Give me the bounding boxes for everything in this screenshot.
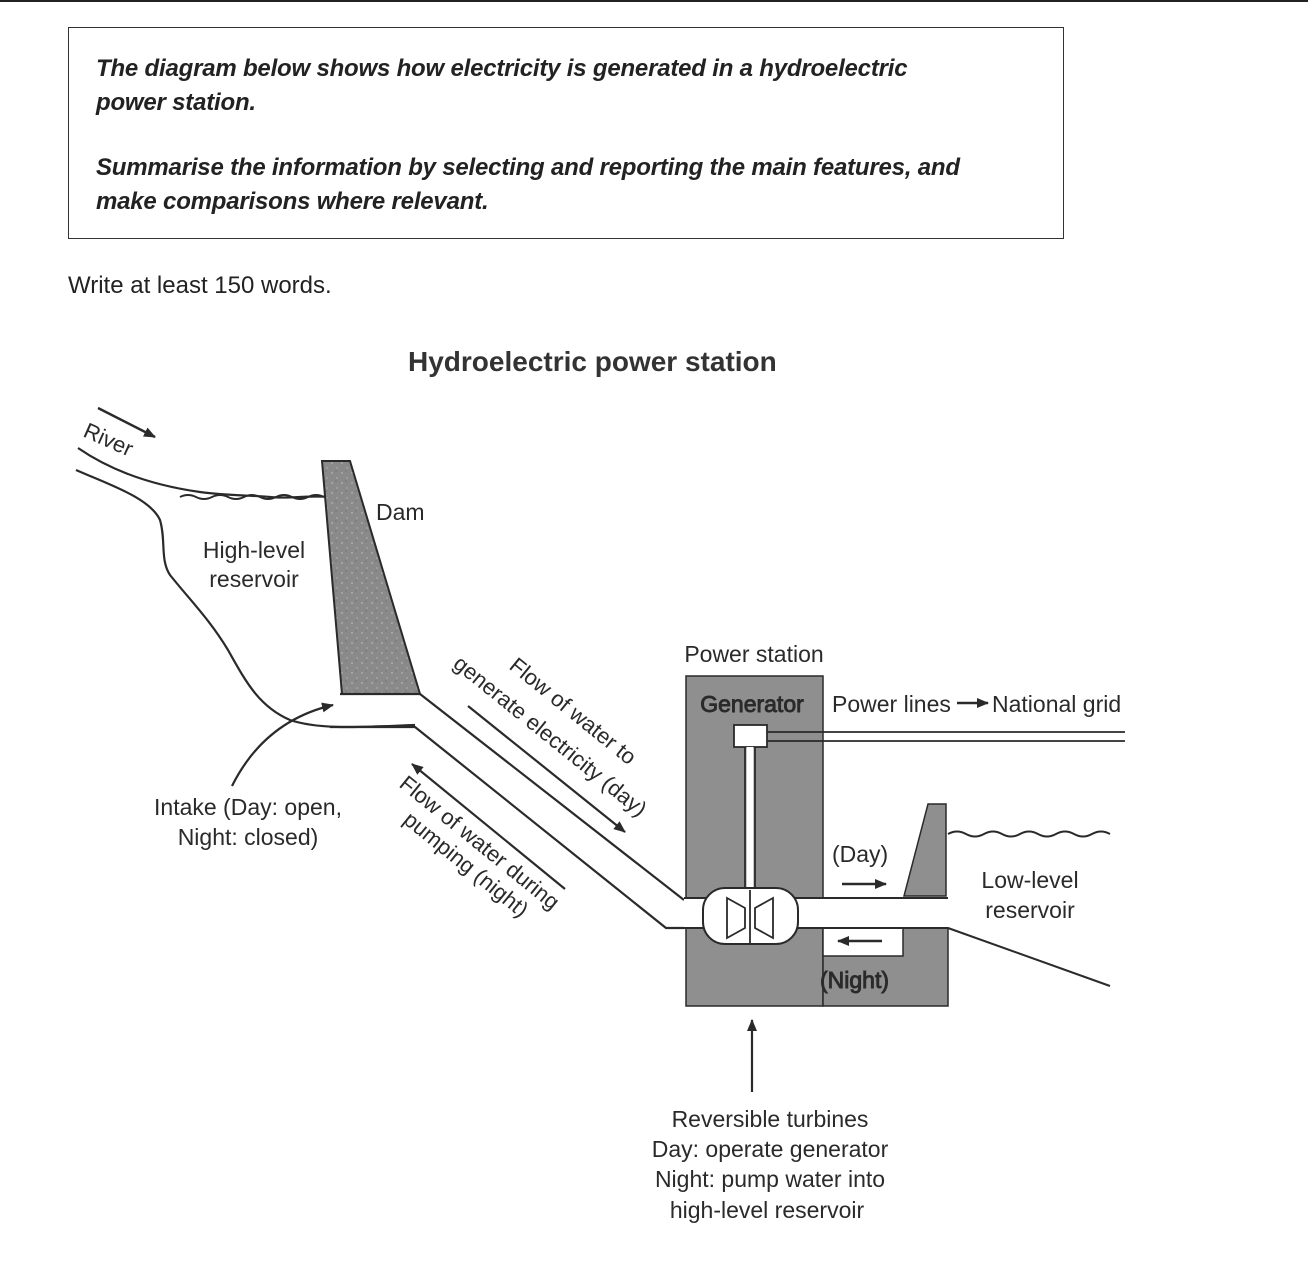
turbines-label-3: Night: pump water into [655, 1166, 885, 1192]
penstock-lower-wall [330, 725, 684, 930]
turbines-label-2: Day: operate generator [652, 1136, 889, 1162]
high-reservoir-label-2: reservoir [209, 566, 299, 592]
turbines-label-4: high-level reservoir [670, 1197, 865, 1223]
day-label: (Day) [832, 841, 888, 867]
intake-label-2: Night: closed) [178, 824, 319, 850]
top-rule [0, 0, 1308, 2]
river-direction-arrow [97, 406, 156, 439]
flow-day-arrow [467, 705, 626, 833]
penstock-upper-wall [340, 692, 685, 901]
low-reservoir-bed [947, 927, 1111, 987]
word-count-instruction: Write at least 150 words. [68, 272, 332, 299]
task-summary-line-1: Summarise the information by selecting a… [96, 154, 960, 181]
low-reservoir-label-1: Low-level [981, 867, 1078, 893]
high-reservoir-bed [75, 468, 416, 729]
power-lines-label: Power lines [832, 691, 951, 717]
dam-label: Dam [376, 499, 425, 525]
task-prompt-line-2: power station. [96, 89, 256, 116]
intake-arrow [231, 702, 334, 787]
turbines-label-1: Reversible turbines [672, 1106, 869, 1132]
low-reservoir-water-surface [947, 830, 1111, 838]
diagram-title: Hydroelectric power station [408, 346, 777, 377]
generator-box [733, 724, 768, 748]
low-reservoir-wall [903, 803, 947, 897]
power-station-label: Power station [684, 641, 823, 667]
low-reservoir-label-2: reservoir [985, 897, 1075, 923]
task-summary-line-2: make comparisons where relevant. [96, 188, 489, 215]
turbine-blade-right [754, 896, 774, 940]
intake-label-1: Intake (Day: open, [154, 794, 342, 820]
task-box: The diagram below shows how electricity … [68, 27, 1064, 239]
dam [320, 460, 422, 695]
flow-night-arrow [411, 763, 566, 890]
national-grid-label: National grid [992, 691, 1121, 717]
high-reservoir-label-1: High-level [203, 537, 305, 563]
turbine-blade-left [726, 896, 746, 940]
generator-label: Generator [700, 691, 804, 717]
task-prompt-line-1: The diagram below shows how electricity … [96, 55, 908, 82]
reservoir-water-surface [179, 494, 325, 500]
night-label: (Night) [820, 967, 889, 993]
